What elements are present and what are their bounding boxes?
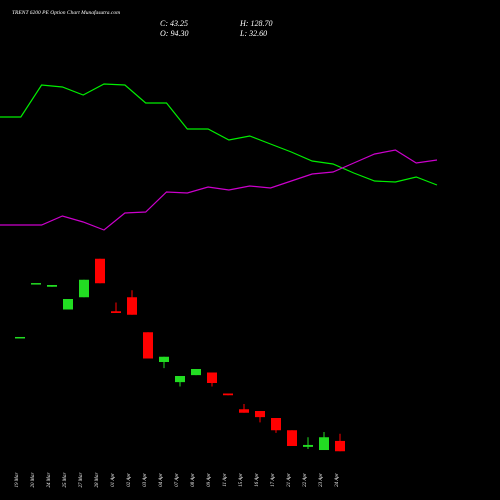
chart-title: TRENT 6200 PE Option Chart Munafasutra.c…: [12, 9, 120, 16]
header-low: L: 32.60: [239, 29, 267, 38]
header-high: H: 128.70: [239, 19, 272, 28]
x-tick-label: 20 Mar: [31, 473, 36, 488]
candle-body: [111, 311, 121, 313]
x-tick-label: 16 Apr: [255, 473, 260, 487]
candle-body: [127, 297, 137, 315]
candle-body: [143, 332, 153, 359]
candle-body: [95, 258, 105, 284]
candle-body: [207, 372, 217, 383]
x-tick-label: 23 Apr: [319, 473, 324, 487]
header-open: O: 94.30: [160, 29, 188, 38]
x-tick-label: 17 Apr: [271, 473, 276, 487]
candle-body: [79, 279, 89, 298]
candle-body: [175, 376, 185, 383]
x-tick-label: 24 Apr: [335, 473, 340, 487]
x-tick-label: 15 Apr: [239, 473, 244, 487]
x-tick-label: 19 Mar: [15, 473, 20, 488]
x-tick-label: 07 Apr: [175, 473, 180, 487]
indicator-line: [0, 83, 438, 186]
candle-body: [239, 409, 249, 413]
x-tick-label: 01 Apr: [111, 473, 116, 487]
candle-body: [335, 440, 345, 452]
candle-body: [63, 299, 73, 310]
x-tick-label: 11 Apr: [223, 473, 228, 486]
x-tick-label: 22 Apr: [303, 473, 308, 487]
x-tick-label: 24 Mar: [47, 473, 52, 488]
candle-body: [223, 393, 233, 396]
x-tick-label: 03 Apr: [143, 473, 148, 487]
candle-body: [271, 418, 281, 431]
x-tick-label: 09 Apr: [207, 473, 212, 487]
x-tick-label: 25 Mar: [63, 473, 68, 488]
candle-body: [303, 444, 313, 447]
header-close: C: 43.25: [160, 19, 188, 28]
x-tick-label: 02 Apr: [127, 473, 132, 487]
candle-body: [255, 411, 265, 418]
candle-body: [15, 336, 25, 339]
x-tick-label: 21 Apr: [287, 473, 292, 487]
x-tick-label: 27 Mar: [79, 473, 84, 488]
indicator-line: [0, 149, 438, 231]
x-tick-label: 28 Mar: [95, 473, 100, 488]
x-tick-label: 08 Apr: [191, 473, 196, 487]
candle-body: [31, 283, 41, 285]
candle-body: [319, 437, 329, 451]
candle-body: [287, 430, 297, 446]
candle-body: [159, 356, 169, 362]
x-tick-label: 04 Apr: [159, 473, 164, 487]
candle-body: [47, 285, 57, 287]
candle-body: [191, 369, 201, 376]
